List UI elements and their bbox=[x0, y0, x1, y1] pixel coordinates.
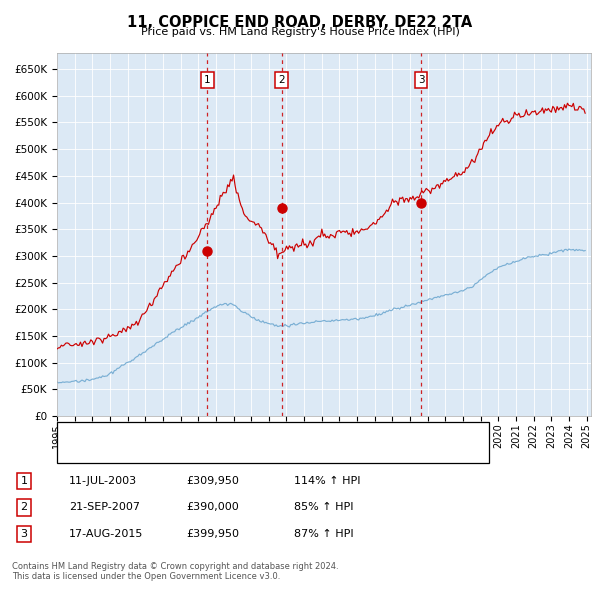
Text: 1: 1 bbox=[204, 75, 211, 85]
Text: £390,000: £390,000 bbox=[186, 503, 239, 512]
Text: 11, COPPICE END ROAD, DERBY, DE22 2TA: 11, COPPICE END ROAD, DERBY, DE22 2TA bbox=[127, 15, 473, 30]
Text: HPI: Average price, detached house, City of Derby: HPI: Average price, detached house, City… bbox=[84, 449, 329, 459]
Text: 114% ↑ HPI: 114% ↑ HPI bbox=[294, 476, 361, 486]
Text: Contains HM Land Registry data © Crown copyright and database right 2024.: Contains HM Land Registry data © Crown c… bbox=[12, 562, 338, 571]
Text: 2: 2 bbox=[278, 75, 285, 85]
Text: £399,950: £399,950 bbox=[186, 529, 239, 539]
Text: £309,950: £309,950 bbox=[186, 476, 239, 486]
Text: —: — bbox=[64, 445, 81, 463]
Text: Price paid vs. HM Land Registry's House Price Index (HPI): Price paid vs. HM Land Registry's House … bbox=[140, 27, 460, 37]
Text: 85% ↑ HPI: 85% ↑ HPI bbox=[294, 503, 353, 512]
Text: This data is licensed under the Open Government Licence v3.0.: This data is licensed under the Open Gov… bbox=[12, 572, 280, 581]
Text: 1: 1 bbox=[20, 476, 28, 486]
Text: 17-AUG-2015: 17-AUG-2015 bbox=[69, 529, 143, 539]
Text: 3: 3 bbox=[20, 529, 28, 539]
Text: 3: 3 bbox=[418, 75, 424, 85]
Text: —: — bbox=[64, 424, 81, 442]
Text: 2: 2 bbox=[20, 503, 28, 512]
Text: 87% ↑ HPI: 87% ↑ HPI bbox=[294, 529, 353, 539]
Text: 21-SEP-2007: 21-SEP-2007 bbox=[69, 503, 140, 512]
Text: 11-JUL-2003: 11-JUL-2003 bbox=[69, 476, 137, 486]
Text: 11, COPPICE END ROAD, DERBY, DE22 2TA (detached house): 11, COPPICE END ROAD, DERBY, DE22 2TA (d… bbox=[84, 428, 382, 438]
